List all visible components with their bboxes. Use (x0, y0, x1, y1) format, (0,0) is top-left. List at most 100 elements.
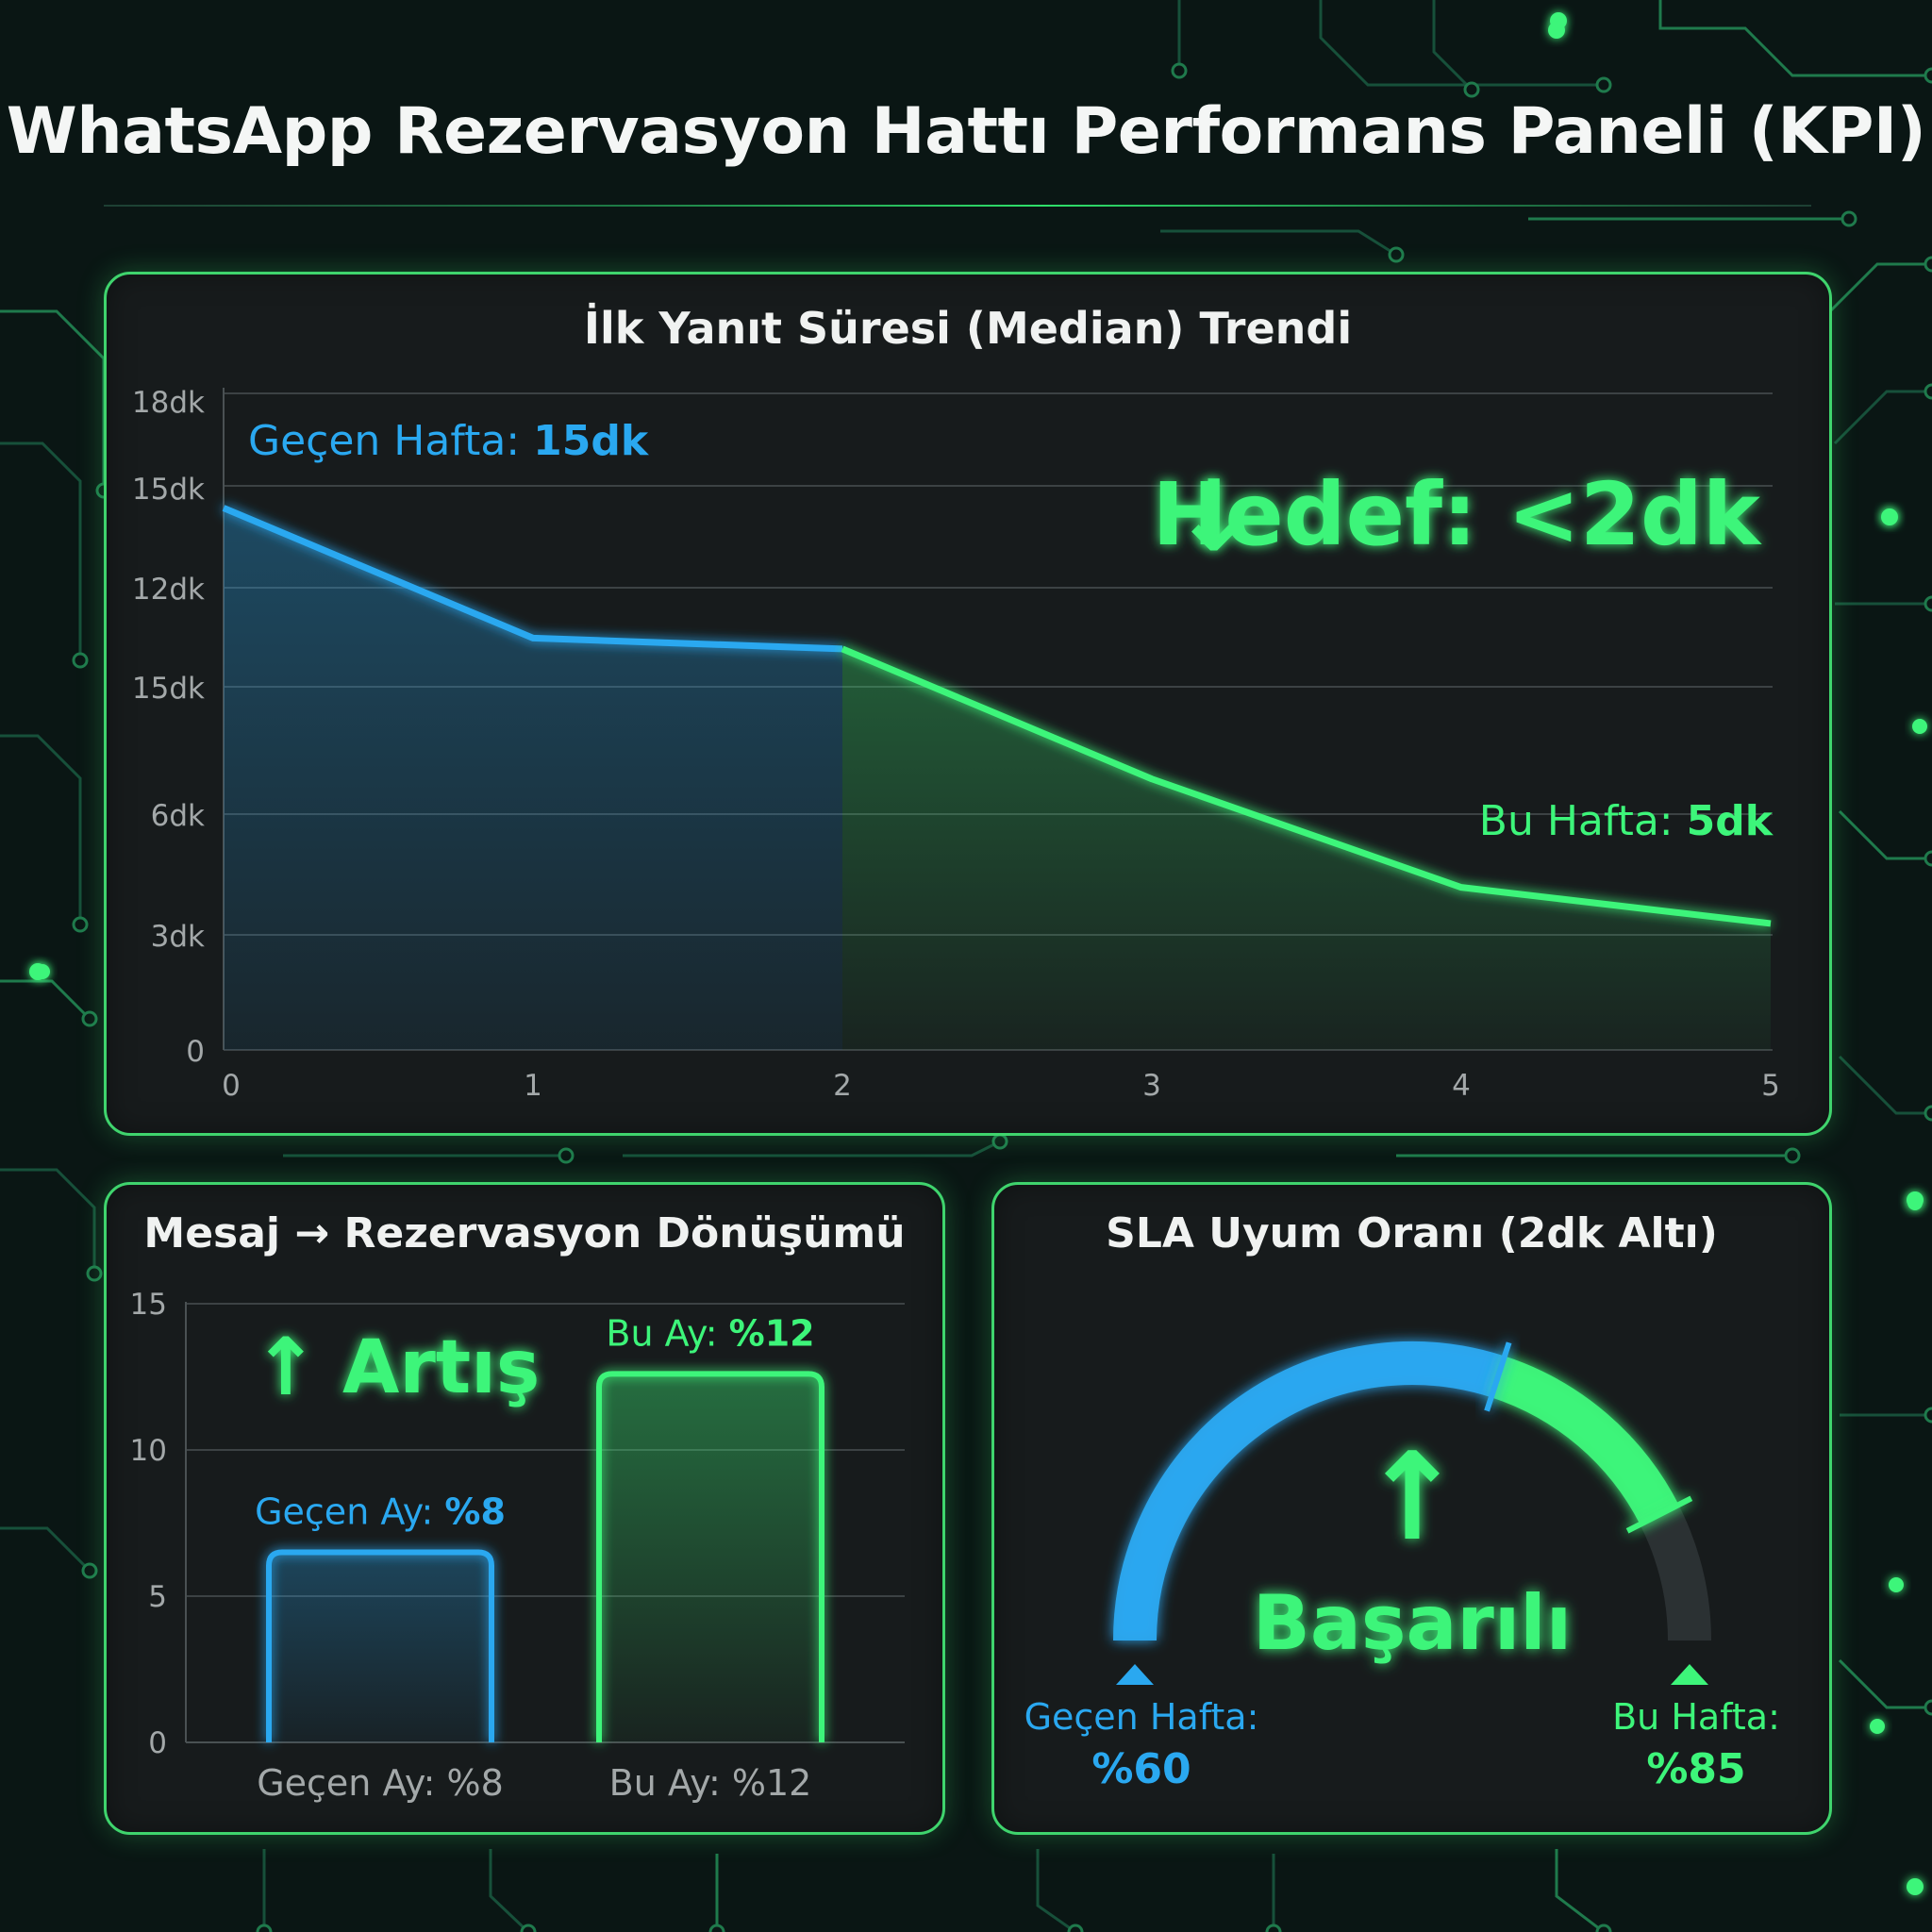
x-tick-label: 5 (1761, 1069, 1780, 1103)
conversion-panel: Mesaj → Rezervasyon Dönüşümü 0 5 10 15 Geçen… (104, 1182, 945, 1835)
circuit-node (81, 1010, 98, 1027)
x-category-label: Geçen Ay: %8 (257, 1762, 504, 1804)
circuit-node (1265, 1924, 1282, 1932)
y-tick-label: 15 (130, 1288, 167, 1322)
circuit-trace (1838, 809, 1932, 860)
circuit-node (520, 1924, 537, 1932)
y-tick-label: 12dk (132, 573, 205, 607)
conversion-title: Mesaj → Rezervasyon Dönüşümü (143, 1209, 906, 1257)
last-week-value: %60 (1091, 1745, 1191, 1793)
conversion-chart: 0 5 10 15 Geçen Ay: %8 Geçen Ay: %8 Bu Ay: %12… (130, 1288, 905, 1804)
circuit-node (708, 1924, 725, 1932)
circuit-node (1171, 62, 1188, 79)
last-week-annotation: Geçen Hafta: 15dk (248, 417, 650, 465)
series-area-last-week (224, 508, 842, 1050)
y-tick-label: 5 (148, 1580, 167, 1614)
circuit-node (86, 1265, 103, 1282)
target-label: Hedef: <2dk (1152, 464, 1761, 565)
circuit-trace (1432, 0, 1474, 92)
sla-title: SLA Uyum Oranı (2dk Altı) (1106, 1209, 1718, 1257)
circuit-node (1924, 383, 1932, 400)
circuit-node (1067, 1924, 1084, 1932)
increase-label: Artış (342, 1325, 540, 1410)
bar-data-label: Geçen Ay: %8 (255, 1491, 506, 1533)
circuit-node (1924, 1105, 1932, 1122)
glow-dot (1912, 719, 1927, 734)
this-week-value: %85 (1646, 1745, 1745, 1793)
circuit-node (1924, 256, 1932, 273)
series-line-last-week (222, 505, 843, 653)
this-week-label: Bu Hafta: (1612, 1696, 1780, 1738)
circuit-trace (1833, 390, 1932, 445)
x-tick-label: 1 (524, 1069, 542, 1103)
up-arrow-icon: ↑ (1361, 1427, 1462, 1568)
circuit-trace (1838, 1055, 1932, 1115)
sla-panel: SLA Uyum Oranı (2dk Altı) ↑ Başarılı Geçen… (991, 1182, 1832, 1835)
glow-dot (1548, 22, 1565, 39)
glow-dot (1907, 1195, 1923, 1210)
circuit-trace (1036, 1849, 1076, 1932)
response-time-chart: 0 3dk 6dk 15dk 12dk 15dk 18dk 0 1 2 3 4 5 Geçen Hafta… (132, 386, 1780, 1103)
x-category-label: Bu Ay: %12 (609, 1762, 812, 1804)
bar-this-month (596, 1371, 824, 1742)
this-week-annotation: Bu Hafta: 5dk (1479, 797, 1774, 845)
circuit-node (81, 1562, 98, 1579)
down-arrow-icon: ↓ (1173, 458, 1255, 574)
right-pointer-icon (1671, 1664, 1708, 1685)
circuit-node (1924, 1699, 1932, 1716)
gauge-segment-this-week (1491, 1356, 1679, 1525)
y-tick-label: 6dk (151, 799, 205, 833)
x-tick-label: 0 (222, 1069, 241, 1103)
circuit-node (72, 652, 89, 669)
glow-dot (35, 964, 50, 979)
circuit-trace (0, 309, 106, 491)
circuit-trace (1828, 262, 1932, 313)
glow-dot (1907, 1878, 1924, 1895)
success-label: Başarılı (1253, 1579, 1572, 1667)
glow-dot (1889, 1577, 1904, 1592)
circuit-trace (489, 1849, 530, 1932)
circuit-trace (0, 979, 92, 1021)
circuit-trace (0, 734, 82, 924)
page-title: WhatsApp Rezervasyon Hattı Performans Pa… (6, 94, 1926, 169)
circuit-trace (0, 441, 82, 660)
circuit-node (1924, 1407, 1932, 1424)
last-week-label: Geçen Hafta: (1024, 1696, 1259, 1738)
bar-fill (269, 1552, 491, 1742)
y-tick-label: 3dk (151, 920, 205, 954)
circuit-node (558, 1147, 575, 1164)
circuit-trace (0, 1168, 96, 1274)
gauge-marker (1625, 1495, 1693, 1534)
y-tick-label: 0 (148, 1726, 167, 1760)
circuit-node (1784, 1147, 1801, 1164)
circuit-node (1840, 210, 1857, 227)
gauge-segment-last-week (1113, 1341, 1505, 1641)
y-tick-label: 15dk (132, 473, 205, 507)
circuit-node (1924, 595, 1932, 612)
circuit-trace (0, 1526, 92, 1573)
glow-dot (1882, 509, 1897, 525)
circuit-node (1388, 246, 1405, 263)
circuit-node (1595, 1924, 1612, 1932)
series-line-this-week (841, 645, 1772, 927)
x-tick-label: 2 (833, 1069, 852, 1103)
title-divider (104, 205, 1811, 207)
circuit-trace (1160, 229, 1397, 257)
bar-data-label: Bu Ay: %12 (606, 1312, 814, 1354)
circuit-trace (1319, 0, 1604, 87)
circuit-node (991, 1133, 1008, 1150)
response-time-title: İlk Yanıt Süresi (Median) Trendi (583, 303, 1353, 354)
circuit-node (1924, 850, 1932, 867)
bar-fill (599, 1374, 822, 1742)
bar-last-month (266, 1549, 494, 1742)
y-tick-label: 10 (130, 1434, 167, 1468)
circuit-trace (1658, 0, 1932, 77)
circuit-node (1463, 81, 1480, 98)
response-time-panel: İlk Yanıt Süresi (Median) Trendi 0 3dk 6dk… (104, 272, 1832, 1136)
circuit-trace (623, 1140, 1001, 1158)
circuit-node (1595, 76, 1612, 93)
up-arrow-icon: ↑ (253, 1321, 319, 1413)
left-pointer-icon (1116, 1664, 1154, 1685)
gauge-marker (1484, 1341, 1512, 1412)
